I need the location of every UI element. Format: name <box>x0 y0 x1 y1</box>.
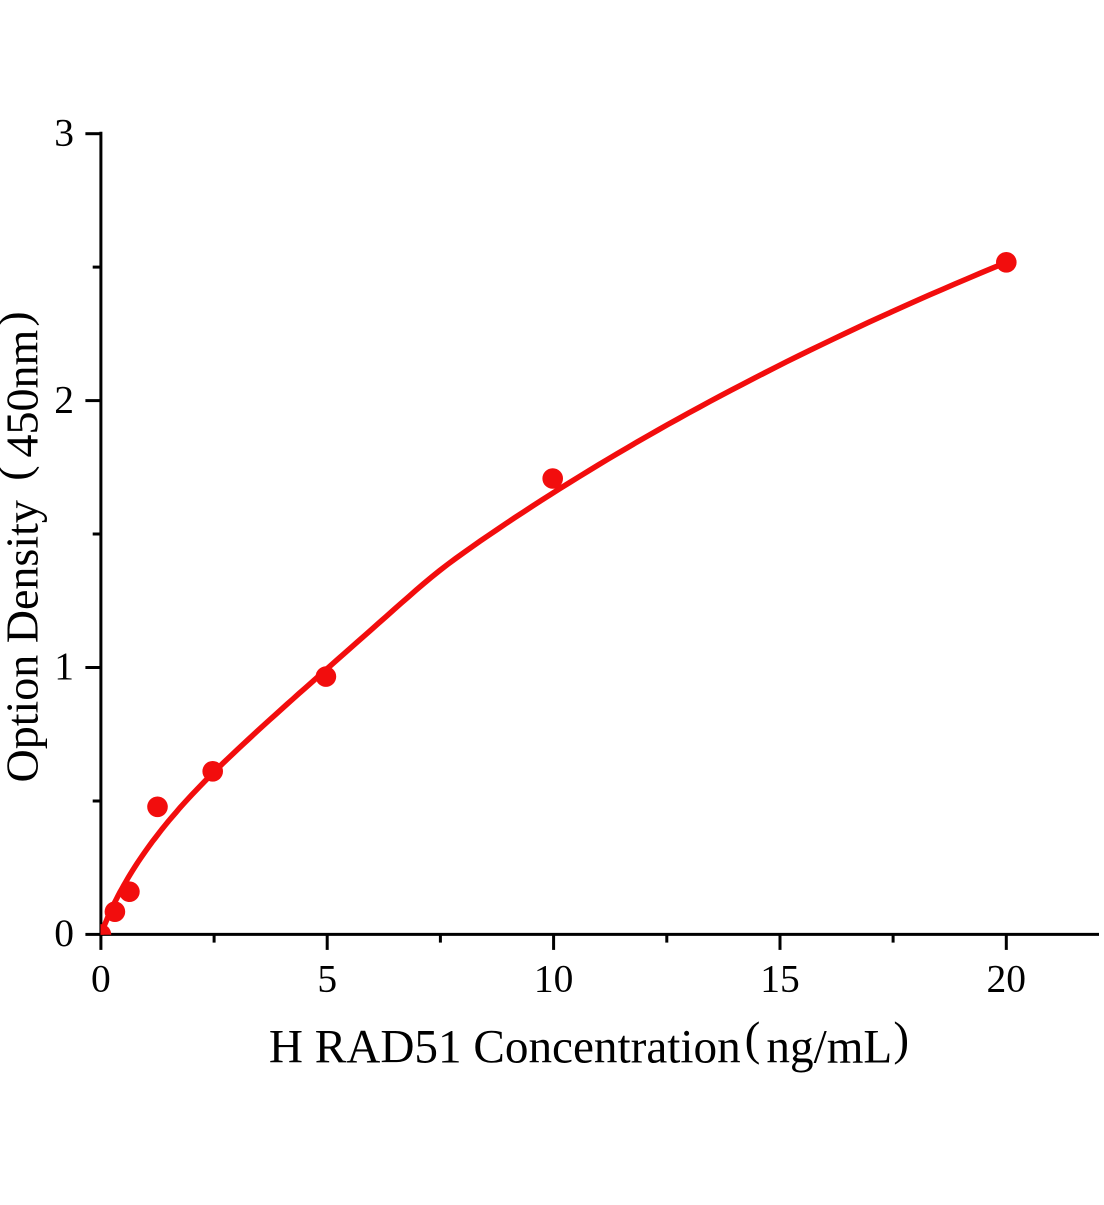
svg-text:(: ( <box>745 1014 761 1066</box>
svg-text:2: 2 <box>54 377 74 421</box>
svg-text:0: 0 <box>91 957 111 1001</box>
svg-text:5: 5 <box>317 957 337 1001</box>
svg-text:): ) <box>893 1014 909 1066</box>
svg-text:0: 0 <box>54 911 74 955</box>
svg-text:1: 1 <box>54 644 74 688</box>
svg-text:Option Density: Option Density <box>0 500 48 782</box>
svg-text:(: ( <box>0 465 40 480</box>
svg-text:3: 3 <box>54 110 74 154</box>
svg-text:ng/mL: ng/mL <box>766 1022 892 1074</box>
svg-text:450nm: 450nm <box>0 330 48 458</box>
svg-text:H RAD51 Concentration: H RAD51 Concentration <box>269 1022 741 1074</box>
svg-text:10: 10 <box>534 957 574 1001</box>
svg-text:20: 20 <box>987 957 1027 1001</box>
svg-text:): ) <box>0 311 40 326</box>
svg-text:15: 15 <box>760 957 800 1001</box>
